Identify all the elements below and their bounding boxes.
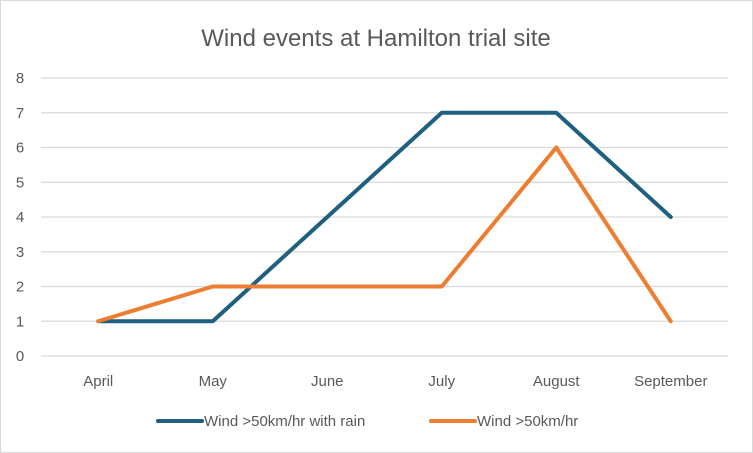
series-line-2 bbox=[96, 145, 673, 324]
legend-item[interactable]: Wind >50km/hr with rain bbox=[156, 413, 365, 430]
legend-item[interactable]: Wind >50km/hr bbox=[429, 413, 578, 430]
x-tick-label: May bbox=[199, 373, 228, 390]
series-line-1 bbox=[96, 110, 673, 324]
gridlines bbox=[41, 77, 728, 357]
x-tick-label: August bbox=[533, 373, 581, 390]
y-axis-ticks: 0 1 2 3 4 5 6 7 8 bbox=[16, 70, 24, 365]
y-tick-label: 5 bbox=[16, 174, 24, 191]
x-axis-ticks: April May June July August September bbox=[83, 373, 707, 390]
x-tick-label: July bbox=[428, 373, 455, 390]
y-tick-label: 0 bbox=[16, 348, 24, 365]
y-tick-label: 8 bbox=[16, 70, 24, 87]
y-tick-label: 3 bbox=[16, 244, 24, 261]
y-tick-label: 2 bbox=[16, 279, 24, 296]
x-tick-label: September bbox=[634, 373, 707, 390]
y-tick-label: 6 bbox=[16, 140, 24, 157]
series-group bbox=[96, 110, 673, 324]
x-tick-label: April bbox=[83, 373, 113, 390]
y-tick-label: 4 bbox=[16, 209, 24, 226]
x-tick-label: June bbox=[311, 373, 344, 390]
legend: Wind >50km/hr with rain Wind >50km/hr bbox=[156, 413, 578, 430]
y-tick-label: 1 bbox=[16, 313, 24, 330]
chart-title: Wind events at Hamilton trial site bbox=[201, 25, 550, 52]
y-tick-label: 7 bbox=[16, 105, 24, 122]
legend-label: Wind >50km/hr bbox=[477, 413, 578, 430]
legend-label: Wind >50km/hr with rain bbox=[204, 413, 365, 430]
